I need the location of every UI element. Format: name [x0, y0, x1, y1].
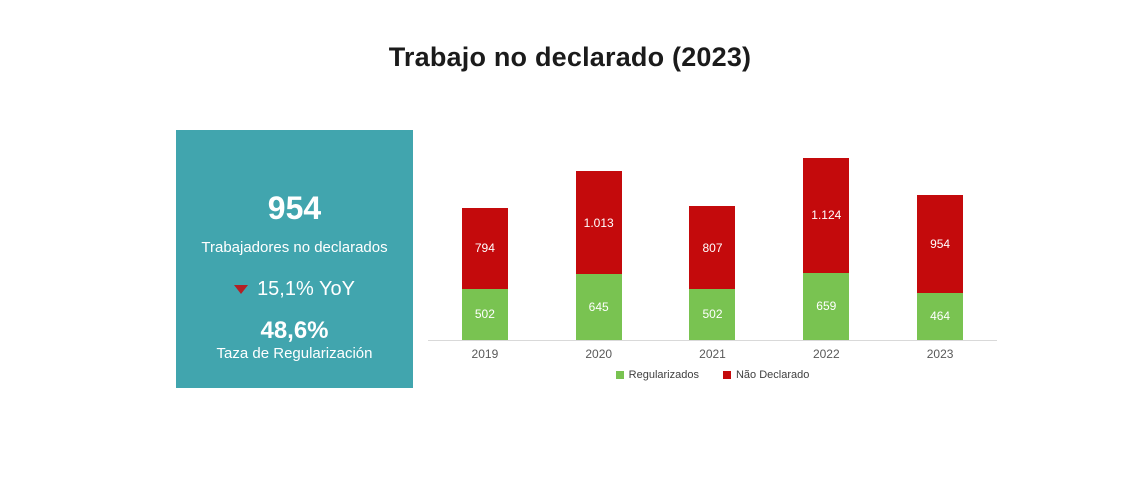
bar-value-label: 807	[702, 240, 723, 255]
legend-label: Regularizados	[628, 369, 699, 381]
x-tick-2023: 2023	[926, 347, 954, 361]
bar-slot-2022: 1.124 659	[769, 145, 883, 340]
undeclared-workers-value: 954	[267, 190, 322, 226]
legend-item-n-o-declarado: Não Declarado	[722, 369, 810, 381]
yoy-change-text: 15,1% YoY	[257, 278, 355, 300]
bar-value-label: 502	[702, 307, 723, 322]
bar-segment-n-o-declarado-2021: 807	[689, 206, 736, 289]
x-axis-labels: 2019 2020 2021 2022 2023	[428, 341, 997, 361]
bar-2020: 1.013 645	[575, 170, 622, 340]
bar-2023: 954 464	[917, 195, 964, 340]
bar-segment-n-o-declarado-2019: 794	[461, 207, 508, 289]
bar-segment-regularizados-2023: 464	[917, 292, 964, 340]
bar-2021: 807 502	[689, 206, 736, 340]
bar-value-label: 659	[816, 299, 837, 314]
bar-segment-regularizados-2021: 502	[689, 288, 736, 340]
x-tick-2022: 2022	[812, 347, 840, 361]
bar-segment-regularizados-2020: 645	[575, 274, 622, 340]
chart-plot-area: 794 502 1.013 645 807 502 1.124 659 954 464	[428, 145, 997, 341]
bar-value-label: 1.124	[811, 208, 842, 223]
bar-segment-regularizados-2022: 659	[803, 272, 850, 340]
bar-value-label: 645	[588, 300, 609, 315]
bar-value-label: 502	[474, 307, 495, 322]
x-tick-2021: 2021	[699, 347, 726, 361]
regularization-rate-label: Taza de Regularización	[216, 345, 373, 362]
bar-segment-n-o-declarado-2020: 1.013	[575, 170, 622, 275]
bar-2022: 1.124 659	[803, 158, 850, 340]
legend-item-regularizados: Regularizados	[615, 369, 699, 381]
bar-value-label: 464	[930, 309, 951, 324]
x-tick-2020: 2020	[585, 347, 613, 361]
chart-legend: Regularizados Não Declarado	[428, 369, 997, 381]
stacked-bar-chart: 794 502 1.013 645 807 502 1.124 659 954 464 2019 2…	[428, 145, 997, 381]
bar-slot-2023: 954 464	[883, 145, 997, 340]
bar-2019: 794 502	[461, 207, 508, 340]
arrow-down-icon	[234, 284, 249, 294]
bar-slot-2021: 807 502	[656, 145, 770, 340]
bar-segment-n-o-declarado-2023: 954	[917, 195, 964, 293]
yoy-change-row: 15,1% YoY	[234, 276, 355, 302]
page-title: Trabajo no declarado (2023)	[388, 42, 752, 72]
bar-segment-n-o-declarado-2022: 1.124	[803, 158, 850, 273]
undeclared-workers-label: Trabajadores no declarados	[201, 239, 388, 256]
summary-card: 954 Trabajadores no declarados 15,1% YoY…	[176, 130, 413, 388]
regularization-rate-value: 48,6%	[260, 317, 329, 344]
bar-segment-regularizados-2019: 502	[461, 288, 508, 340]
x-tick-2019: 2019	[471, 347, 499, 361]
legend-swatch-n-o-declarado	[722, 371, 731, 379]
legend-label: Não Declarado	[735, 369, 810, 381]
bar-value-label: 794	[474, 241, 495, 256]
bar-value-label: 1.013	[583, 215, 614, 230]
bar-value-label: 954	[930, 236, 951, 251]
bar-slot-2019: 794 502	[428, 145, 542, 340]
bar-slot-2020: 1.013 645	[542, 145, 656, 340]
legend-swatch-regularizados	[615, 371, 624, 379]
